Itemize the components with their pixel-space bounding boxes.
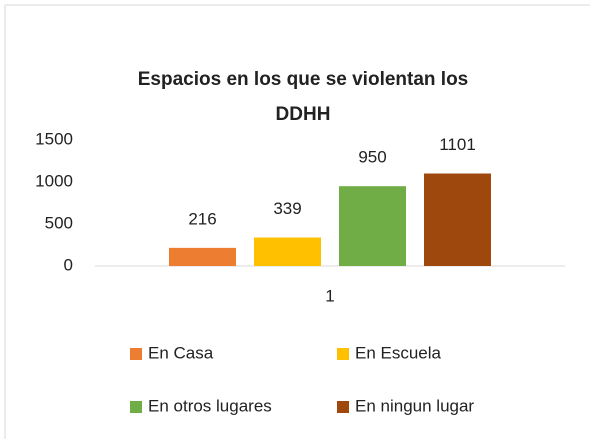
y-tick-label: 0	[64, 255, 73, 274]
chart-title: Espacios en los que se violentan los	[138, 69, 469, 90]
legend-label: En Escuela	[355, 343, 442, 362]
bar	[254, 237, 321, 266]
legend-swatch	[337, 348, 349, 360]
bar	[339, 186, 406, 266]
bar	[169, 247, 236, 266]
legend-label: En ningun lugar	[355, 396, 474, 415]
y-tick-label: 1000	[35, 171, 73, 190]
data-label: 950	[358, 148, 386, 167]
legend-label: En Casa	[148, 343, 214, 362]
data-label: 216	[188, 209, 216, 228]
data-label: 1101	[439, 135, 476, 154]
legend-label: En otros lugares	[148, 396, 272, 415]
y-tick-label: 500	[45, 213, 73, 232]
legend-swatch	[130, 401, 142, 413]
bar	[424, 173, 491, 266]
x-tick-label: 1	[325, 286, 334, 305]
data-label: 339	[273, 199, 301, 218]
legend-swatch	[337, 401, 349, 413]
legend-swatch	[130, 348, 142, 360]
chart-title: DDHH	[276, 104, 331, 125]
y-tick-label: 1500	[35, 129, 73, 148]
